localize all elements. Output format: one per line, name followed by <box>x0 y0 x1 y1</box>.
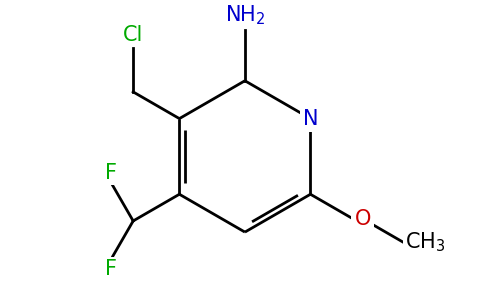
Text: F: F <box>105 259 117 279</box>
Text: O: O <box>354 208 371 229</box>
Text: Cl: Cl <box>123 25 143 45</box>
Text: F: F <box>105 163 117 183</box>
Text: CH$_3$: CH$_3$ <box>406 230 446 253</box>
Text: NH$_2$: NH$_2$ <box>225 4 265 27</box>
Text: N: N <box>302 109 318 129</box>
